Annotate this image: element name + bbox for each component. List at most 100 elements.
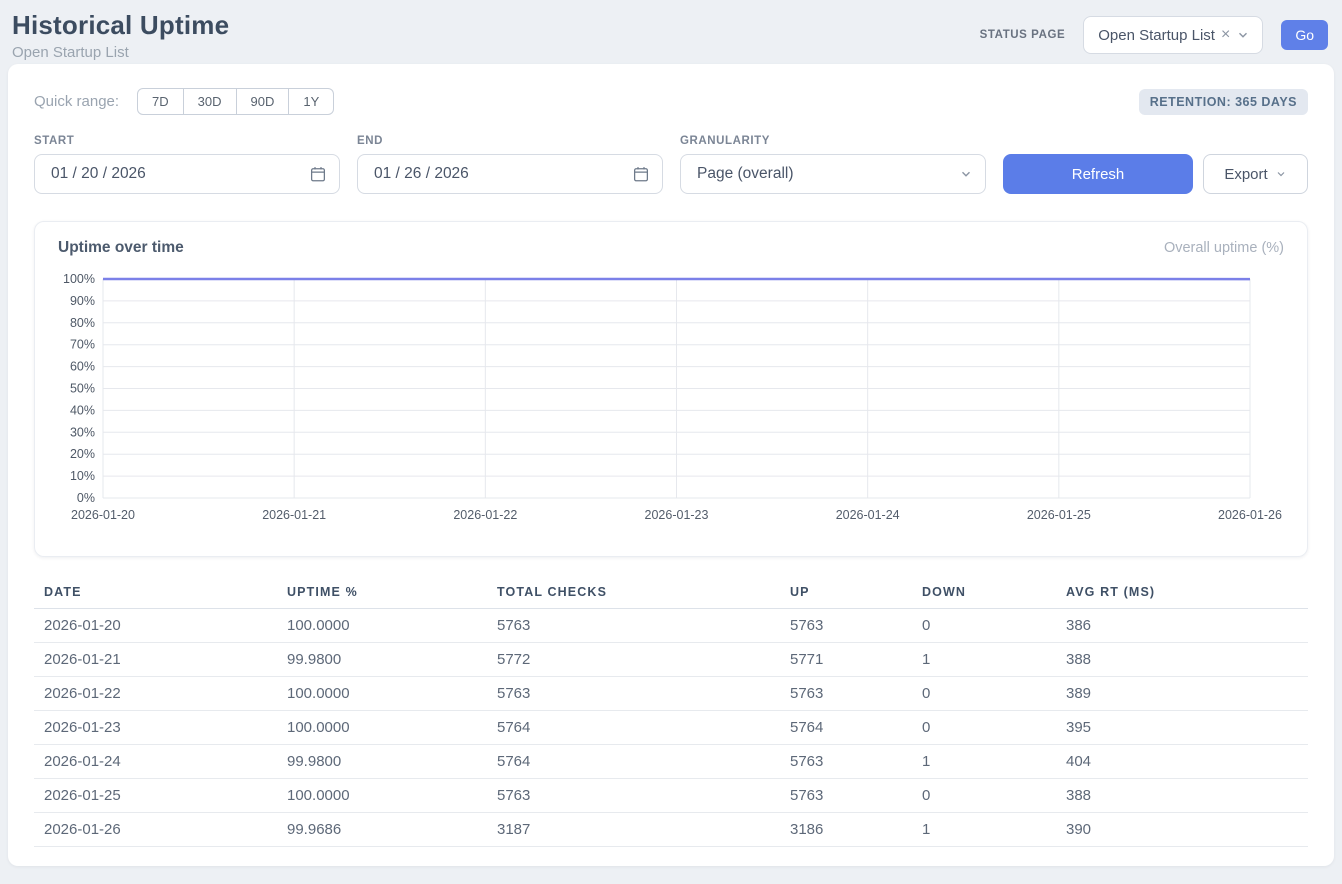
table-cell: 5763 — [780, 779, 912, 813]
table-row: 2026-01-2699.9686318731861390 — [34, 813, 1308, 847]
table-column-header: DOWN — [912, 579, 1056, 609]
table-cell: 1 — [912, 813, 1056, 847]
y-axis-tick-label: 70% — [70, 338, 95, 352]
status-page-select[interactable]: Open Startup List × — [1083, 16, 1263, 54]
header-titles: Historical Uptime Open Startup List — [12, 10, 229, 61]
table-cell: 0 — [912, 711, 1056, 745]
table-column-header: AVG RT (MS) — [1056, 579, 1308, 609]
y-axis-tick-label: 50% — [70, 382, 95, 396]
go-button[interactable]: Go — [1281, 20, 1328, 50]
table-cell: 5763 — [487, 677, 780, 711]
table-cell: 2026-01-23 — [34, 711, 277, 745]
main-panel: Quick range: 7D 30D 90D 1Y RETENTION: 36… — [8, 64, 1334, 866]
end-date-input[interactable]: 01 / 26 / 2026 — [357, 154, 663, 194]
uptime-table-head: DATEUPTIME %TOTAL CHECKSUPDOWNAVG RT (MS… — [34, 579, 1308, 609]
table-cell: 0 — [912, 609, 1056, 643]
table-row: 2026-01-20100.0000576357630386 — [34, 609, 1308, 643]
page-header: Historical Uptime Open Startup List STAT… — [0, 0, 1342, 64]
table-cell: 388 — [1056, 779, 1308, 813]
x-axis-tick-label: 2026-01-23 — [645, 508, 709, 522]
table-cell: 100.0000 — [277, 609, 487, 643]
chart-header: Uptime over time Overall uptime (%) — [58, 239, 1284, 257]
table-cell: 99.9800 — [277, 745, 487, 779]
calendar-icon[interactable] — [309, 165, 327, 183]
table-cell: 5763 — [487, 609, 780, 643]
uptime-chart-card: Uptime over time Overall uptime (%) 0% 10… — [34, 221, 1308, 557]
granularity-field-group: GRANULARITY Page (overall) — [680, 135, 986, 194]
table-column-header: TOTAL CHECKS — [487, 579, 780, 609]
quick-range-1y-button[interactable]: 1Y — [289, 88, 334, 115]
granularity-select[interactable]: Page (overall) — [680, 154, 986, 194]
table-cell: 1 — [912, 745, 1056, 779]
quick-range-30d-button[interactable]: 30D — [184, 88, 237, 115]
chevron-down-icon — [1275, 168, 1287, 180]
refresh-button[interactable]: Refresh — [1003, 154, 1193, 194]
table-cell: 2026-01-21 — [34, 643, 277, 677]
end-date-value: 01 / 26 / 2026 — [374, 165, 469, 183]
y-axis-tick-label: 100% — [63, 272, 95, 286]
x-axis-tick-label: 2026-01-24 — [836, 508, 900, 522]
export-button[interactable]: Export — [1203, 154, 1308, 194]
table-row: 2026-01-23100.0000576457640395 — [34, 711, 1308, 745]
page-subtitle: Open Startup List — [12, 44, 229, 61]
table-cell: 395 — [1056, 711, 1308, 745]
chart-title: Uptime over time — [58, 239, 184, 257]
calendar-icon[interactable] — [632, 165, 650, 183]
export-button-label: Export — [1224, 166, 1267, 183]
uptime-table: DATEUPTIME %TOTAL CHECKSUPDOWNAVG RT (MS… — [34, 579, 1308, 847]
table-cell: 5763 — [780, 745, 912, 779]
table-cell: 386 — [1056, 609, 1308, 643]
start-date-label: START — [34, 135, 340, 147]
table-row: 2026-01-25100.0000576357630388 — [34, 779, 1308, 813]
clear-selection-icon[interactable]: × — [1221, 27, 1230, 43]
y-axis-tick-label: 80% — [70, 316, 95, 330]
x-axis-tick-label: 2026-01-22 — [453, 508, 517, 522]
table-column-header: UPTIME % — [277, 579, 487, 609]
end-date-label: END — [357, 135, 663, 147]
table-row: 2026-01-22100.0000576357630389 — [34, 677, 1308, 711]
table-cell: 5764 — [780, 711, 912, 745]
quick-range-group: 7D 30D 90D 1Y — [137, 88, 334, 115]
filter-fields-row: START 01 / 20 / 2026 END 01 / 26 / 2026 … — [34, 135, 1308, 194]
status-page-controls: STATUS PAGE Open Startup List × Go — [980, 16, 1328, 54]
table-cell: 5771 — [780, 643, 912, 677]
x-axis-tick-label: 2026-01-20 — [71, 508, 135, 522]
y-axis-tick-label: 0% — [77, 491, 95, 505]
quick-range-90d-button[interactable]: 90D — [237, 88, 290, 115]
table-cell: 404 — [1056, 745, 1308, 779]
table-cell: 5763 — [780, 609, 912, 643]
table-cell: 5772 — [487, 643, 780, 677]
table-header-row: DATEUPTIME %TOTAL CHECKSUPDOWNAVG RT (MS… — [34, 579, 1308, 609]
chevron-down-icon — [1236, 28, 1250, 42]
start-date-input[interactable]: 01 / 20 / 2026 — [34, 154, 340, 194]
x-axis-tick-label: 2026-01-25 — [1027, 508, 1091, 522]
y-axis-tick-label: 30% — [70, 425, 95, 439]
uptime-chart-svg: 0%10%20%30%40%50%60%70%80%90%100%2026-01… — [58, 269, 1286, 531]
y-axis-tick-label: 20% — [70, 447, 95, 461]
page-title: Historical Uptime — [12, 10, 229, 41]
uptime-table-body: 2026-01-20100.00005763576303862026-01-21… — [34, 609, 1308, 847]
table-cell: 99.9800 — [277, 643, 487, 677]
table-cell: 389 — [1056, 677, 1308, 711]
table-cell: 1 — [912, 643, 1056, 677]
table-cell: 2026-01-25 — [34, 779, 277, 813]
chevron-down-icon — [959, 167, 973, 181]
granularity-label: GRANULARITY — [680, 135, 986, 147]
quick-range-7d-button[interactable]: 7D — [137, 88, 184, 115]
y-axis-tick-label: 60% — [70, 360, 95, 374]
table-cell: 2026-01-20 — [34, 609, 277, 643]
granularity-selected-value: Page (overall) — [697, 165, 794, 183]
quick-range-row: Quick range: 7D 30D 90D 1Y RETENTION: 36… — [34, 88, 1308, 115]
status-page-selected-value: Open Startup List — [1098, 27, 1215, 44]
chart-legend: Overall uptime (%) — [1164, 240, 1284, 256]
table-cell: 5764 — [487, 711, 780, 745]
x-axis-tick-label: 2026-01-21 — [262, 508, 326, 522]
table-column-header: DATE — [34, 579, 277, 609]
table-cell: 99.9686 — [277, 813, 487, 847]
x-axis-tick-label: 2026-01-26 — [1218, 508, 1282, 522]
table-cell: 390 — [1056, 813, 1308, 847]
table-cell: 100.0000 — [277, 779, 487, 813]
table-column-header: UP — [780, 579, 912, 609]
table-cell: 5763 — [780, 677, 912, 711]
table-row: 2026-01-2199.9800577257711388 — [34, 643, 1308, 677]
